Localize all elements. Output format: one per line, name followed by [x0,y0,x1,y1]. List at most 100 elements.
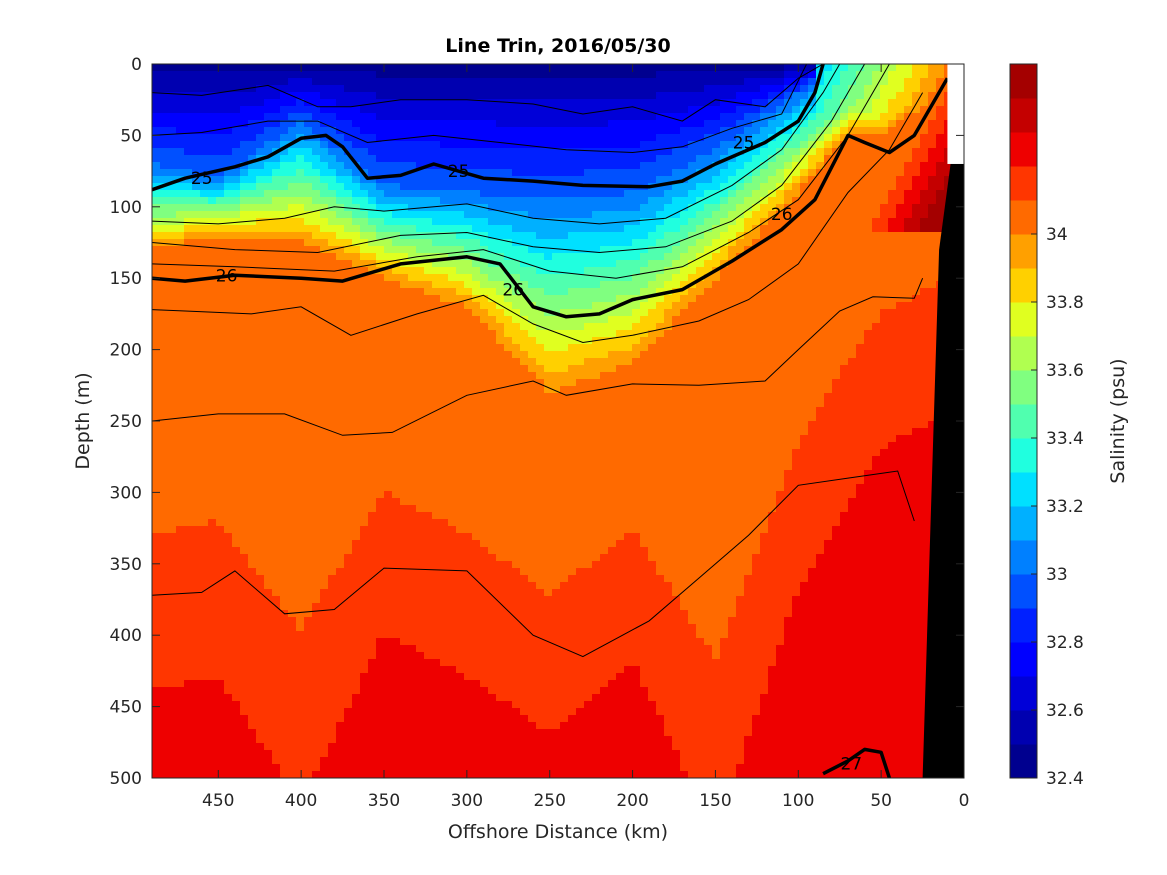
salinity-cell [168,204,177,212]
salinity-cell [416,169,425,177]
salinity-cell [168,512,177,520]
salinity-cell [424,337,433,345]
salinity-cell [312,162,321,170]
salinity-cell [176,442,185,450]
salinity-cell [512,743,521,751]
salinity-cell [384,71,393,79]
salinity-cell [424,386,433,394]
salinity-cell [304,302,313,310]
salinity-cell [152,120,161,128]
salinity-cell [256,463,265,471]
salinity-cell [320,295,329,303]
salinity-cell [280,708,289,716]
salinity-cell [272,253,281,261]
salinity-cell [304,729,313,737]
salinity-cell [488,85,497,93]
salinity-cell [520,638,529,646]
salinity-cell [536,288,545,296]
salinity-cell [160,232,169,240]
salinity-cell [208,680,217,688]
salinity-cell [504,127,513,135]
salinity-cell [528,757,537,765]
salinity-cell [240,463,249,471]
salinity-cell [528,498,537,506]
salinity-cell [504,519,513,527]
salinity-cell [368,232,377,240]
salinity-cell [408,407,417,415]
salinity-cell [280,267,289,275]
salinity-cell [208,561,217,569]
salinity-cell [288,281,297,289]
salinity-cell [280,582,289,590]
salinity-cell [536,617,545,625]
salinity-cell [360,673,369,681]
salinity-cell [264,204,273,212]
salinity-cell [392,253,401,261]
salinity-cell [384,316,393,324]
salinity-cell [480,155,489,163]
salinity-cell [400,701,409,709]
salinity-cell [536,141,545,149]
salinity-cell [512,64,521,72]
salinity-cell [368,211,377,219]
salinity-cell [320,477,329,485]
salinity-cell [408,421,417,429]
salinity-cell [176,309,185,317]
salinity-cell [400,750,409,758]
salinity-cell [392,757,401,765]
salinity-cell [192,99,201,107]
salinity-cell [456,120,465,128]
salinity-cell [312,463,321,471]
salinity-cell [536,372,545,380]
salinity-cell [480,225,489,233]
salinity-cell [384,701,393,709]
salinity-cell [328,225,337,233]
salinity-cell [432,736,441,744]
salinity-cell [176,71,185,79]
salinity-cell [184,477,193,485]
salinity-cell [216,603,225,611]
salinity-cell [480,729,489,737]
salinity-cell [200,624,209,632]
salinity-cell [200,309,209,317]
salinity-cell [528,365,537,373]
salinity-cell [384,596,393,604]
salinity-cell [368,407,377,415]
salinity-cell [224,561,233,569]
salinity-cell [152,729,161,737]
salinity-cell [432,771,441,778]
salinity-cell [264,337,273,345]
salinity-cell [392,701,401,709]
salinity-cell [328,176,337,184]
salinity-cell [224,498,233,506]
salinity-cell [408,743,417,751]
salinity-cell [384,470,393,478]
salinity-cell [376,386,385,394]
salinity-cell [400,547,409,555]
salinity-cell [208,323,217,331]
salinity-cell [472,589,481,597]
salinity-cell [264,127,273,135]
salinity-cell [160,309,169,317]
salinity-cell [328,449,337,457]
salinity-cell [528,85,537,93]
salinity-cell [416,183,425,191]
salinity-cell [328,323,337,331]
salinity-cell [528,288,537,296]
salinity-cell [344,407,353,415]
salinity-cell [224,463,233,471]
salinity-cell [224,694,233,702]
salinity-cell [488,71,497,79]
salinity-cell [464,477,473,485]
salinity-cell [536,197,545,205]
salinity-cell [464,617,473,625]
salinity-cell [352,211,361,219]
salinity-cell [432,239,441,247]
salinity-cell [328,274,337,282]
salinity-cell [384,288,393,296]
salinity-cell [520,414,529,422]
salinity-cell [216,295,225,303]
salinity-cell [288,295,297,303]
salinity-cell [448,743,457,751]
salinity-cell [320,260,329,268]
